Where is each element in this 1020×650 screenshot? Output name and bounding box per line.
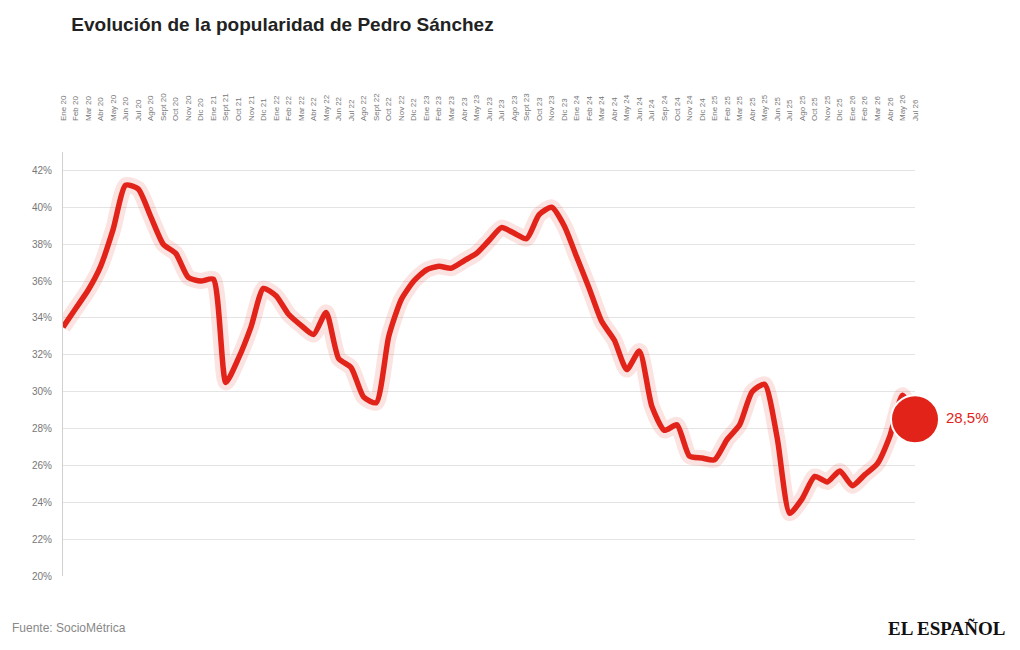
svg-text:May 20: May 20: [109, 94, 118, 121]
svg-text:May 25: May 25: [760, 94, 769, 121]
svg-text:36%: 36%: [32, 276, 52, 287]
svg-text:Dic 20: Dic 20: [196, 98, 205, 121]
svg-text:Abr 24: Abr 24: [610, 97, 619, 121]
svg-text:Jun 24: Jun 24: [635, 96, 644, 121]
svg-text:Oct 23: Oct 23: [535, 97, 544, 121]
svg-text:Sept 23: Sept 23: [522, 93, 531, 121]
svg-text:Mar 20: Mar 20: [84, 96, 93, 121]
svg-text:Dic 25: Dic 25: [835, 98, 844, 121]
svg-text:Nov 24: Nov 24: [685, 95, 694, 121]
svg-text:Oct 24: Oct 24: [673, 97, 682, 121]
svg-text:Jul 23: Jul 23: [497, 99, 506, 121]
svg-text:Mar 25: Mar 25: [735, 96, 744, 121]
svg-text:Oct 22: Oct 22: [384, 97, 393, 121]
svg-text:Ene 21: Ene 21: [209, 95, 218, 121]
svg-text:Feb 26: Feb 26: [860, 96, 869, 121]
svg-text:Sept 21: Sept 21: [221, 93, 230, 121]
svg-text:Jul 26: Jul 26: [911, 99, 920, 121]
svg-text:22%: 22%: [32, 534, 52, 545]
svg-text:28,5%: 28,5%: [946, 409, 989, 426]
svg-text:Ene 23: Ene 23: [422, 95, 431, 121]
svg-text:Ago 25: Ago 25: [798, 95, 807, 121]
svg-text:EL ESPAÑOL: EL ESPAÑOL: [888, 618, 1005, 639]
svg-text:Nov 21: Nov 21: [247, 95, 256, 121]
svg-text:Evolución de la popularidad de: Evolución de la popularidad de Pedro Sán…: [71, 14, 493, 35]
svg-text:Jul 24: Jul 24: [647, 99, 656, 121]
svg-text:Abr 23: Abr 23: [460, 97, 469, 121]
svg-text:Nov 25: Nov 25: [823, 95, 832, 121]
svg-text:Mar 26: Mar 26: [873, 96, 882, 121]
svg-text:Ene 26: Ene 26: [848, 95, 857, 121]
svg-text:24%: 24%: [32, 497, 52, 508]
svg-text:Nov 22: Nov 22: [397, 95, 406, 121]
svg-text:38%: 38%: [32, 239, 52, 250]
svg-text:Ago 23: Ago 23: [510, 95, 519, 121]
svg-text:May 24: May 24: [622, 94, 631, 121]
svg-text:Mar 24: Mar 24: [597, 96, 606, 121]
svg-text:Ene 25: Ene 25: [710, 95, 719, 121]
svg-text:May 26: May 26: [898, 94, 907, 121]
svg-text:Abr 22: Abr 22: [309, 97, 318, 121]
svg-text:Mar 22: Mar 22: [297, 96, 306, 121]
svg-text:Jun 20: Jun 20: [121, 96, 130, 121]
svg-text:Abr 25: Abr 25: [748, 97, 757, 121]
svg-text:Nov 23: Nov 23: [547, 95, 556, 121]
svg-text:Jun 23: Jun 23: [485, 96, 494, 121]
svg-text:Feb 23: Feb 23: [434, 96, 443, 121]
svg-text:Jul 20: Jul 20: [134, 99, 143, 121]
svg-text:26%: 26%: [32, 460, 52, 471]
svg-text:40%: 40%: [32, 202, 52, 213]
svg-text:Jun 25: Jun 25: [773, 96, 782, 121]
svg-text:Oct 20: Oct 20: [171, 97, 180, 121]
svg-text:Dic 24: Dic 24: [698, 98, 707, 121]
svg-text:Jul 22: Jul 22: [347, 99, 356, 121]
svg-text:28%: 28%: [32, 423, 52, 434]
svg-text:Jun 22: Jun 22: [334, 96, 343, 121]
svg-text:20%: 20%: [32, 571, 52, 582]
svg-text:Feb 25: Feb 25: [723, 96, 732, 121]
svg-text:Dic 22: Dic 22: [409, 98, 418, 121]
svg-text:Dic 21: Dic 21: [259, 98, 268, 121]
svg-text:Abr 26: Abr 26: [886, 97, 895, 121]
svg-text:Sep 24: Sep 24: [660, 95, 669, 121]
svg-text:Oct 25: Oct 25: [810, 97, 819, 121]
svg-text:32%: 32%: [32, 349, 52, 360]
svg-text:Ago 20: Ago 20: [146, 95, 155, 121]
svg-text:Feb 20: Feb 20: [71, 96, 80, 121]
svg-text:Ene 24: Ene 24: [572, 95, 581, 121]
svg-text:34%: 34%: [32, 312, 52, 323]
svg-text:Feb 24: Feb 24: [585, 96, 594, 121]
svg-text:Jul 25: Jul 25: [785, 99, 794, 121]
svg-text:Fuente: SocioMétrica: Fuente: SocioMétrica: [12, 621, 126, 635]
svg-text:Mar 23: Mar 23: [447, 96, 456, 121]
svg-text:May 23: May 23: [472, 94, 481, 121]
svg-text:30%: 30%: [32, 386, 52, 397]
svg-text:Oct 21: Oct 21: [234, 97, 243, 121]
svg-text:Abr 20: Abr 20: [96, 97, 105, 121]
svg-text:Feb 22: Feb 22: [284, 96, 293, 121]
svg-text:Sept 22: Sept 22: [372, 93, 381, 121]
svg-text:Ago 22: Ago 22: [359, 95, 368, 121]
svg-text:Nov 20: Nov 20: [184, 95, 193, 121]
svg-text:Dic 23: Dic 23: [560, 98, 569, 121]
svg-text:Sept 20: Sept 20: [159, 93, 168, 121]
svg-text:Ene 22: Ene 22: [272, 95, 281, 121]
svg-text:May 22: May 22: [322, 94, 331, 121]
svg-text:Ene 20: Ene 20: [59, 95, 68, 121]
svg-text:42%: 42%: [32, 165, 52, 176]
